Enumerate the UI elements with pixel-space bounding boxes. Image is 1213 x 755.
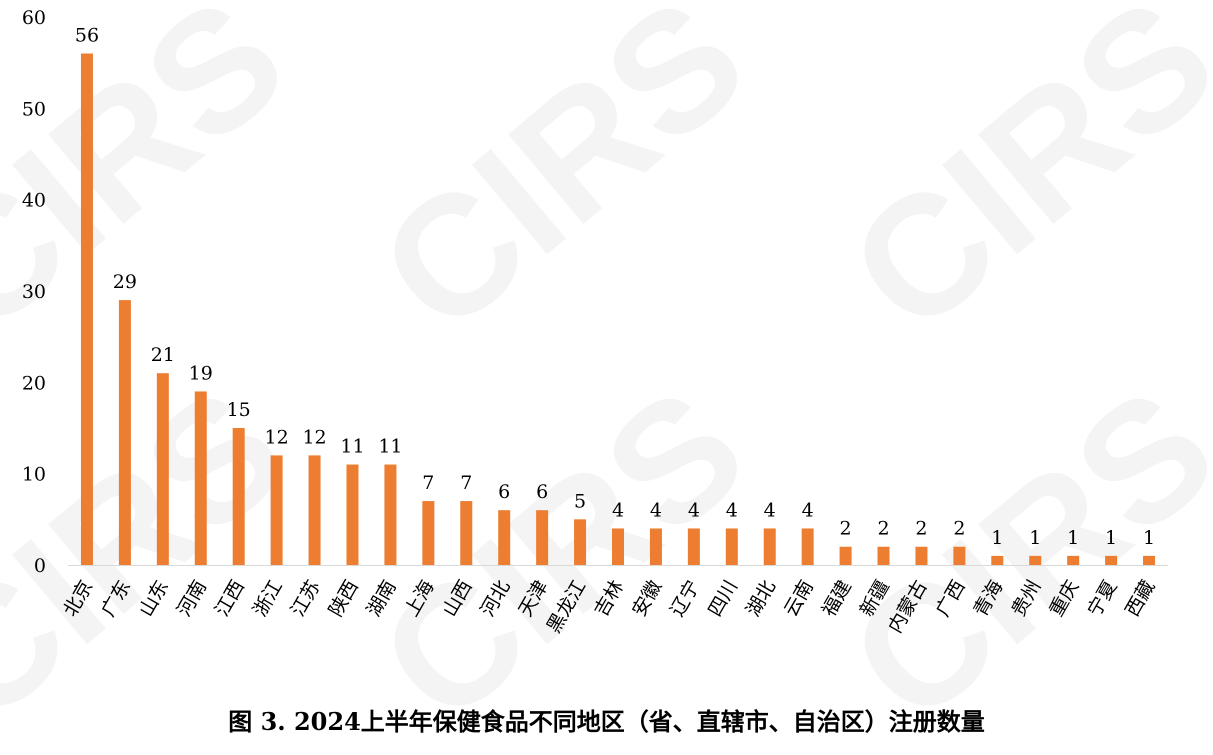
bar <box>991 555 1004 565</box>
data-label: 4 <box>650 499 662 521</box>
data-label: 4 <box>764 499 776 521</box>
data-label: 2 <box>915 518 927 540</box>
data-label: 7 <box>422 472 434 494</box>
data-label: 1 <box>1067 527 1079 549</box>
bar <box>498 510 511 565</box>
data-label: 15 <box>227 399 251 421</box>
data-label: 11 <box>378 436 402 458</box>
y-tick-label: 20 <box>22 372 46 394</box>
bar <box>877 546 890 565</box>
bar <box>270 455 283 565</box>
y-tick-label: 30 <box>22 281 46 303</box>
bar <box>801 528 814 565</box>
x-tick-label: 浙江 <box>249 577 287 621</box>
bar <box>232 428 245 565</box>
figure-caption: 图 3. 2024上半年保健食品不同地区（省、直辖市、自治区）注册数量 <box>228 707 985 736</box>
data-label: 11 <box>340 436 364 458</box>
bar <box>1143 555 1156 565</box>
bar <box>574 519 587 565</box>
bar <box>156 373 169 565</box>
watermark-text: CIRS <box>346 0 779 369</box>
bar <box>649 528 662 565</box>
x-tick-label: 江苏 <box>287 577 325 621</box>
data-label: 19 <box>189 362 213 384</box>
bar <box>118 300 131 565</box>
data-label: 1 <box>1143 527 1155 549</box>
data-label: 1 <box>991 527 1003 549</box>
data-label: 2 <box>877 518 889 540</box>
bar-series <box>80 53 1156 566</box>
y-tick-label: 60 <box>22 7 46 29</box>
y-tick-label: 0 <box>34 555 46 577</box>
y-axis: 0 10 20 30 40 50 60 <box>22 7 46 577</box>
data-label: 12 <box>302 426 326 448</box>
bar <box>536 510 549 565</box>
data-label: 4 <box>726 499 738 521</box>
data-label: 5 <box>574 490 586 512</box>
bar <box>422 501 435 565</box>
data-label: 29 <box>113 271 137 293</box>
bar <box>839 546 852 565</box>
watermark-text: CIRS <box>816 352 1213 755</box>
data-label: 7 <box>460 472 472 494</box>
data-label: 1 <box>1105 527 1117 549</box>
data-label: 21 <box>151 344 175 366</box>
bar <box>763 528 776 565</box>
bar <box>460 501 473 565</box>
data-label: 56 <box>75 25 99 47</box>
x-tick-label: 湖北 <box>742 577 780 621</box>
bar <box>80 53 93 566</box>
bar <box>725 528 738 565</box>
bar <box>612 528 624 565</box>
data-label: 4 <box>612 499 624 521</box>
data-label: 4 <box>802 499 814 521</box>
bar <box>1029 555 1042 565</box>
data-label: 4 <box>688 499 700 521</box>
data-label: 2 <box>953 518 965 540</box>
watermark-text: CIRS <box>816 0 1213 369</box>
bar <box>308 455 321 565</box>
bar <box>687 528 700 565</box>
data-label: 2 <box>840 518 852 540</box>
watermark-text: CIRS <box>0 0 319 369</box>
bar <box>194 391 207 565</box>
bar <box>915 546 928 565</box>
data-label: 1 <box>1029 527 1041 549</box>
bar <box>384 464 397 565</box>
x-tick-label: 四川 <box>704 577 742 621</box>
bar <box>1067 555 1080 565</box>
bar <box>953 546 966 565</box>
bar <box>1105 555 1118 565</box>
data-label: 6 <box>536 481 548 503</box>
y-tick-label: 10 <box>22 464 46 486</box>
data-label: 6 <box>498 481 510 503</box>
y-tick-label: 40 <box>22 190 46 212</box>
bar <box>346 464 359 565</box>
x-tick-label: 云南 <box>780 577 818 621</box>
data-label: 12 <box>265 426 289 448</box>
watermark-text: CIRS <box>346 352 779 755</box>
y-tick-label: 50 <box>22 98 46 120</box>
